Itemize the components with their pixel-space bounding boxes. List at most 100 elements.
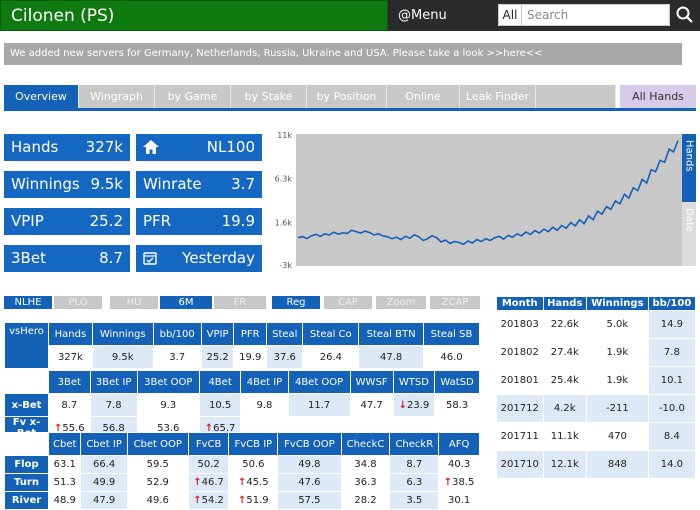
- y-tick-label: -3k: [279, 261, 292, 270]
- row-label-river: River: [4, 491, 49, 510]
- month-cell: 14.0: [647, 450, 697, 479]
- filter-zcap[interactable]: ZCAP: [430, 296, 480, 309]
- month-row[interactable]: 201802 27.4k 1.9k 7.8: [496, 338, 697, 367]
- month-cell: 1.9k: [585, 366, 649, 395]
- winnings-line: [297, 140, 679, 246]
- value-cell: 11.7: [287, 393, 351, 417]
- value-cell: 51.3: [47, 473, 82, 492]
- month-cell: 470: [585, 422, 649, 451]
- month-row[interactable]: 201710 12.1k 848 14.0: [496, 450, 697, 479]
- value-cell: 19.9: [233, 345, 268, 369]
- header-cell: CheckR: [389, 432, 440, 456]
- stat-limit-value: NL100: [206, 138, 255, 156]
- side-tab-hands-label: Hands: [684, 140, 695, 172]
- tab-by-position[interactable]: by Position: [307, 85, 387, 108]
- value-cell: 50.6: [228, 455, 279, 474]
- header-cell: 4Bet IP: [240, 370, 289, 394]
- tab-underline: [4, 108, 696, 111]
- search-box: All: [498, 4, 670, 26]
- stat-winnings-label: Winnings: [11, 175, 80, 193]
- server-notice[interactable]: We added new servers for Germany, Nether…: [4, 43, 682, 65]
- value-cell: 47.7: [349, 393, 394, 417]
- stat-winrate: Winrate 3.7: [136, 171, 262, 198]
- search-input[interactable]: [523, 5, 669, 25]
- month-row[interactable]: 201801 25.4k 1.9k 10.1: [496, 366, 697, 395]
- header-cell: 3Bet: [48, 370, 91, 394]
- tab-all-hands[interactable]: All Hands: [620, 85, 696, 108]
- overview-table: vsHero Hands Winnings bb/100 VPIP PFR St…: [4, 322, 481, 369]
- header-cell: FvCB: [187, 432, 230, 456]
- tab-leak-finder[interactable]: Leak Finder: [460, 85, 536, 108]
- header-cell: WatSD: [434, 370, 480, 394]
- month-cell: 201712: [496, 394, 544, 423]
- stat-hands-label: Hands: [11, 138, 59, 156]
- month-cell: -10.0: [647, 394, 697, 423]
- value-cell: 49.6: [126, 491, 189, 510]
- month-cell: 10.1: [647, 366, 697, 395]
- winnings-graph-svg: 11k 6.3k 1.6k -3k Hands Date: [275, 131, 696, 270]
- header-cell: Cbet: [47, 432, 82, 456]
- month-cell: 4.2k: [542, 394, 587, 423]
- tab-by-game[interactable]: by Game: [155, 85, 231, 108]
- y-tick-label: 11k: [277, 131, 292, 140]
- header-cell: Cbet IP: [80, 432, 128, 456]
- value-cell-flagged: ↑54.2: [187, 491, 230, 510]
- stat-winnings: Winnings 9.5k: [4, 171, 130, 198]
- value-cell: 49.9: [80, 473, 128, 492]
- tab-overview[interactable]: Overview: [4, 85, 79, 108]
- menu-bar: @Menu All: [388, 0, 700, 31]
- corner-cell: [4, 432, 49, 456]
- value-cell: 8.7: [48, 393, 91, 417]
- value-cell: 34.8: [340, 455, 391, 474]
- filter-reg[interactable]: Reg: [272, 296, 320, 309]
- header-cell: CheckC: [340, 432, 391, 456]
- filter-hu[interactable]: HU: [110, 296, 158, 309]
- stat-last-seen: Yesterday: [136, 245, 262, 272]
- preflop-table: 3Bet 3Bet IP 3Bet OOP 4Bet 4Bet IP 4Bet …: [4, 370, 480, 440]
- value-cell: 26.4: [302, 345, 360, 369]
- side-tab-date[interactable]: [682, 202, 696, 266]
- stat-3bet: 3Bet 8.7: [4, 245, 130, 272]
- search-icon[interactable]: [675, 5, 695, 25]
- value-cell: 3.5: [389, 491, 440, 510]
- search-scope-select[interactable]: All: [499, 5, 522, 25]
- header-cell: WTSD: [392, 370, 436, 394]
- stat-vpip: VPIP 25.2: [4, 208, 130, 235]
- month-header: Month: [496, 296, 544, 311]
- filter-cap[interactable]: CAP: [324, 296, 372, 309]
- filter-6m[interactable]: 6M: [160, 296, 212, 309]
- main-tabs: Overview Wingraph by Game by Stake by Po…: [4, 85, 696, 108]
- row-label-flop: Flop: [4, 455, 49, 474]
- stat-pfr-label: PFR: [143, 212, 172, 230]
- header-cell: WWSF: [349, 370, 394, 394]
- arrow-up-icon: ↑: [53, 422, 63, 434]
- value-cell: 52.9: [126, 473, 189, 492]
- filter-plo[interactable]: PLO: [54, 296, 102, 309]
- month-row[interactable]: 201712 4.2k -211 -10.0: [496, 394, 697, 423]
- header-cell: VPIP: [200, 322, 235, 346]
- stat-pfr: PFR 19.9: [136, 208, 262, 235]
- month-cell: -211: [585, 394, 649, 423]
- side-tab-hands[interactable]: [682, 134, 696, 202]
- value-text: 55.6: [62, 422, 85, 434]
- filter-zoom[interactable]: Zoom: [376, 296, 426, 309]
- month-row[interactable]: 201711 11.1k 470 8.4: [496, 422, 697, 451]
- arrow-down-icon: ↓: [398, 399, 407, 411]
- value-cell-flagged: ↑46.7: [187, 473, 230, 492]
- arrow-up-icon: ↑: [193, 495, 202, 506]
- filter-nlhe[interactable]: NLHE: [4, 296, 52, 309]
- y-tick-label: 6.3k: [275, 174, 293, 183]
- header-cell: 4Bet: [198, 370, 242, 394]
- month-row[interactable]: 201803 22.6k 5.0k 14.9: [496, 310, 697, 339]
- tab-wingraph[interactable]: Wingraph: [79, 85, 155, 108]
- value-cell: 7.8: [89, 393, 138, 417]
- menu-button[interactable]: @Menu: [398, 8, 447, 23]
- filter-fr[interactable]: FR: [214, 296, 266, 309]
- tab-online[interactable]: Online: [387, 85, 460, 108]
- value-text: 65.7: [213, 422, 236, 434]
- tab-by-stake[interactable]: by Stake: [231, 85, 307, 108]
- stat-vpip-value: 25.2: [89, 212, 123, 230]
- header-cell: Hands: [48, 322, 93, 346]
- header-cell: 3Bet OOP: [136, 370, 200, 394]
- value-cell: 9.5k: [91, 345, 154, 369]
